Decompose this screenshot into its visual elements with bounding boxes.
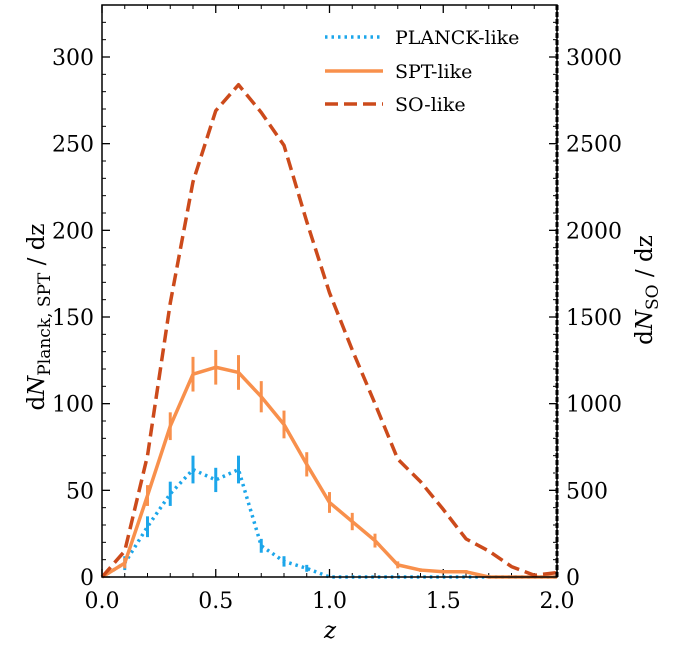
y-tick-label-right: 1000 <box>566 393 622 418</box>
chart-marks: 0.0 0.5 1.0 1.5 2.00501001502002503000500100… <box>52 5 622 614</box>
plot-frame <box>101 4 558 578</box>
x-tick-label: 0.5 <box>198 589 233 614</box>
y-tick-label-right: 500 <box>566 479 608 504</box>
y-tick-label-left: 200 <box>52 219 94 244</box>
legend-label-so: SO-like <box>395 94 466 116</box>
x-tick-label: 2.0 <box>540 589 575 614</box>
y-tick-label-left: 250 <box>52 133 94 158</box>
y-tick-label-right: 2000 <box>566 219 622 244</box>
y-axis-label-right: dNSO / dz <box>632 235 663 345</box>
y-axis-label-left: dNPlanck, SPT / dz <box>24 223 55 410</box>
series-line-spt-like <box>101 365 557 579</box>
series-line-so-like <box>100 82 558 579</box>
x-tick-label: 1.5 <box>426 589 461 614</box>
y-tick-label-right: 2500 <box>566 133 622 158</box>
y-tick-label-left: 150 <box>52 306 94 331</box>
legend-label-planck: PLANCK-like <box>395 27 519 49</box>
x-tick-label: 1.0 <box>312 589 347 614</box>
y-tick-label-left: 300 <box>52 46 94 71</box>
y-tick-label-left: 100 <box>52 393 94 418</box>
y-tick-label-right: 3000 <box>566 46 622 71</box>
y-tick-label-left: 0 <box>80 566 94 591</box>
y-tick-label-left: 50 <box>66 479 94 504</box>
y-tick-label-right: 0 <box>566 566 580 591</box>
legend: PLANCK-like SPT-like SO-like <box>325 27 519 116</box>
y-tick-label-right: 1500 <box>566 306 622 331</box>
legend-label-spt: SPT-like <box>395 61 472 83</box>
x-axis-label: z <box>323 618 337 644</box>
x-tick-label: 0.0 <box>85 589 120 614</box>
